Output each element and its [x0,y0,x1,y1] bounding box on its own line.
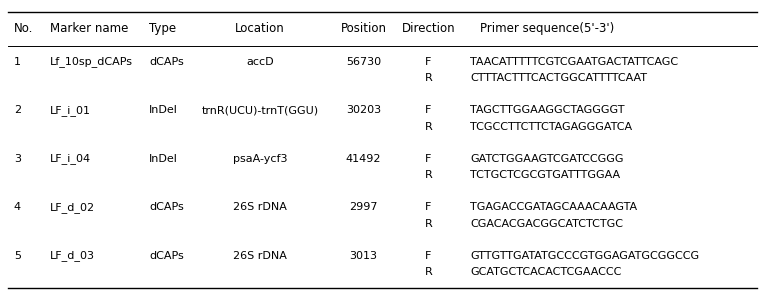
Text: GCATGCTCACACTCGAACCC: GCATGCTCACACTCGAACCC [470,267,622,277]
Text: F: F [425,202,431,212]
Text: LF_i_04: LF_i_04 [50,153,91,164]
Text: Location: Location [235,22,285,35]
Text: TCGCCTTCTTCTAGAGGGATCA: TCGCCTTCTTCTAGAGGGATCA [470,122,633,132]
Text: TCTGCTCGCGTGATTTGGAA: TCTGCTCGCGTGATTTGGAA [470,170,620,180]
Text: Direction: Direction [402,22,455,35]
Text: 26S rDNA: 26S rDNA [233,202,287,212]
Text: Primer sequence(5'-3'): Primer sequence(5'-3') [480,22,614,35]
Text: R: R [425,219,432,229]
Text: dCAPs: dCAPs [149,202,184,212]
Text: 1: 1 [14,56,21,66]
Text: F: F [425,250,431,260]
Text: Lf_10sp_dCAPs: Lf_10sp_dCAPs [50,56,132,67]
Text: LF_i_01: LF_i_01 [50,105,91,116]
Text: F: F [425,153,431,163]
Text: 3: 3 [14,153,21,163]
Text: F: F [425,56,431,66]
Text: 2997: 2997 [349,202,378,212]
Text: dCAPs: dCAPs [149,56,184,66]
Text: R: R [425,73,432,83]
Text: 3013: 3013 [350,250,377,260]
Text: R: R [425,122,432,132]
Text: CTTTACTTTCACTGGCATTTTCAAT: CTTTACTTTCACTGGCATTTTCAAT [470,73,647,83]
Text: trnR(UCU)-trnT(GGU): trnR(UCU)-trnT(GGU) [201,105,319,115]
Text: LF_d_02: LF_d_02 [50,202,95,213]
Text: 5: 5 [14,250,21,260]
Text: R: R [425,267,432,277]
Text: TAACATTTTTCGTCGAATGACTATTCAGC: TAACATTTTTCGTCGAATGACTATTCAGC [470,56,679,66]
Text: dCAPs: dCAPs [149,250,184,260]
Text: Marker name: Marker name [50,22,128,35]
Text: 41492: 41492 [346,153,381,163]
Text: 56730: 56730 [346,56,381,66]
Text: LF_d_03: LF_d_03 [50,250,95,261]
Text: psaA-ycf3: psaA-ycf3 [233,153,288,163]
Text: 4: 4 [14,202,21,212]
Text: accD: accD [246,56,274,66]
Text: GATCTGGAAGTCGATCCGGG: GATCTGGAAGTCGATCCGGG [470,153,624,163]
Text: R: R [425,170,432,180]
Text: CGACACGACGGCATCTCTGC: CGACACGACGGCATCTCTGC [470,219,623,229]
Text: TGAGACCGATAGCAAACAAGTA: TGAGACCGATAGCAAACAAGTA [470,202,637,212]
Text: GTTGTTGATATGCCCGTGGAGATGCGGCCG: GTTGTTGATATGCCCGTGGAGATGCGGCCG [470,250,700,260]
Text: 30203: 30203 [346,105,381,115]
Text: 26S rDNA: 26S rDNA [233,250,287,260]
Text: 2: 2 [14,105,21,115]
Text: Type: Type [149,22,176,35]
Text: F: F [425,105,431,115]
Text: InDel: InDel [149,153,178,163]
Text: No.: No. [14,22,33,35]
Text: InDel: InDel [149,105,178,115]
Text: TAGCTTGGAAGGCTAGGGGT: TAGCTTGGAAGGCTAGGGGT [470,105,625,115]
Text: Position: Position [340,22,386,35]
